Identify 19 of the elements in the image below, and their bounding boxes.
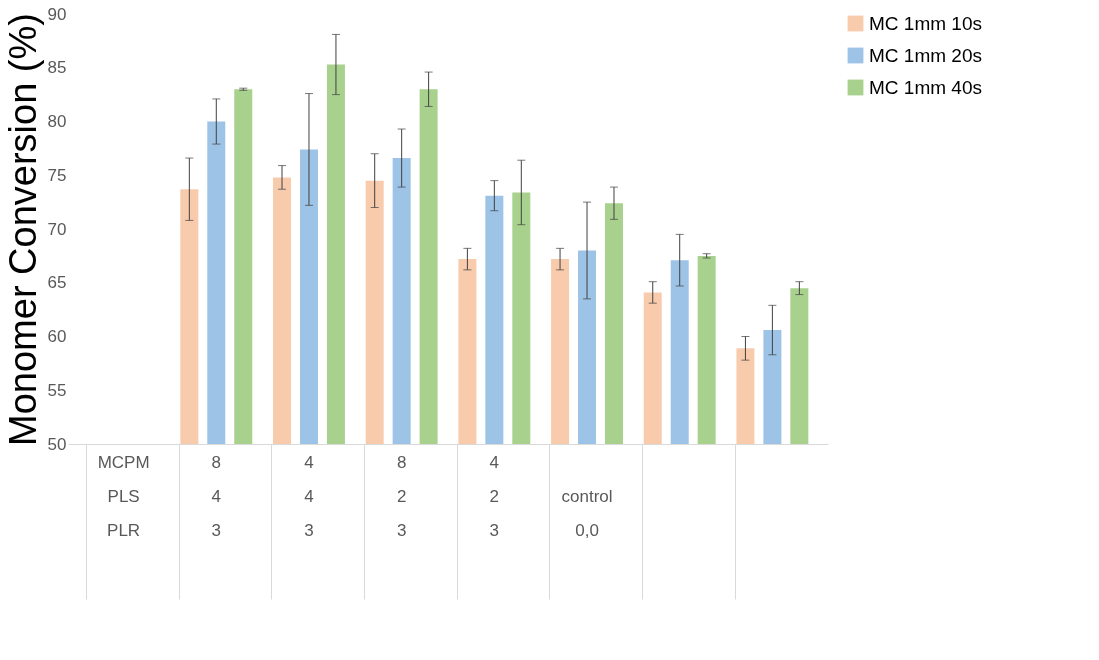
y-tick-label: 80 bbox=[47, 112, 67, 131]
y-tick-label: 50 bbox=[47, 434, 67, 454]
y-tick-label: 60 bbox=[47, 327, 67, 346]
legend-label: MC 1mm 20s bbox=[869, 44, 982, 66]
y-axis-title: Monomer Conversion (%) bbox=[1, 13, 44, 446]
x-tick-label: 4 2 3 bbox=[489, 452, 500, 540]
x-tick-label: 4 4 3 bbox=[304, 452, 314, 540]
y-tick-label: 85 bbox=[47, 58, 67, 78]
x-tick-label: 8 4 3 bbox=[211, 452, 222, 540]
y-tick-label: 70 bbox=[47, 219, 67, 239]
legend-label: MC 1mm 40s bbox=[869, 76, 982, 98]
legend-label: MC 1mm 10s bbox=[869, 12, 982, 34]
y-tick-label: 55 bbox=[47, 380, 67, 400]
y-tick-label: 75 bbox=[47, 165, 67, 185]
y-tick-label: 65 bbox=[47, 273, 67, 293]
x-tick-label: control 0,0 bbox=[561, 486, 613, 540]
y-tick-label: 90 bbox=[47, 4, 67, 24]
x-tick-label: MCPM PLS PLR bbox=[97, 452, 150, 540]
x-tick-label: 8 2 3 bbox=[396, 452, 407, 540]
